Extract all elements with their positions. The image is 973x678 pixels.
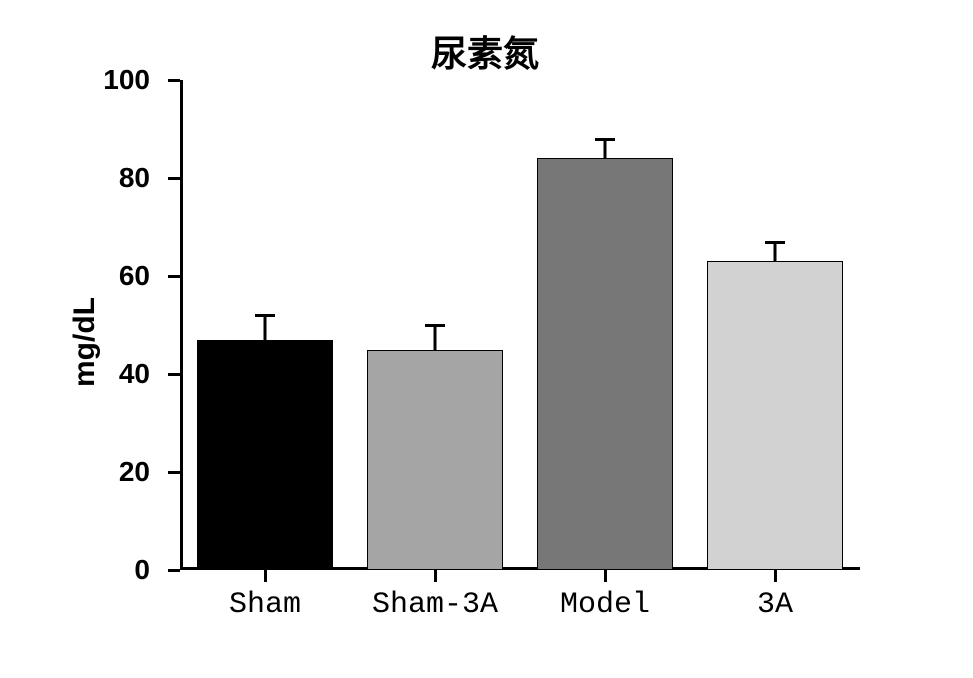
error-bar [774,242,777,262]
y-tick-label: 40 [119,358,150,390]
bar-sham [197,340,333,570]
y-tick-label: 80 [119,162,150,194]
x-tick-label: Sham-3A [372,588,498,622]
bar-model [537,158,673,570]
error-bar-cap [595,138,615,141]
chart-container: 尿素氮 mg/dL 0 20 40 60 80 100 Sham Sham-3A Model 3… [60,20,910,660]
error-bar-cap [255,314,275,317]
x-tick [264,570,267,582]
y-tick [168,471,180,474]
y-tick-label: 100 [103,64,150,96]
y-axis [180,80,183,570]
y-tick [168,79,180,82]
error-bar-cap [765,241,785,244]
y-tick [168,373,180,376]
error-bar [434,325,437,350]
y-tick-label: 20 [119,456,150,488]
y-tick-label: 0 [134,554,150,586]
x-tick [774,570,777,582]
error-bar [264,315,267,340]
x-tick [604,570,607,582]
y-tick [168,177,180,180]
chart-title: 尿素氮 [431,25,539,77]
y-axis-label: mg/dL [68,297,102,387]
error-bar-cap [425,324,445,327]
x-tick [434,570,437,582]
x-tick-label: Sham [229,588,301,622]
error-bar [604,139,607,159]
x-tick-label: 3A [757,588,793,622]
y-tick [168,569,180,572]
y-tick [168,275,180,278]
bar-sham-3a [367,350,503,571]
y-tick-label: 60 [119,260,150,292]
bar-3a [707,261,843,570]
x-tick-label: Model [560,588,650,622]
